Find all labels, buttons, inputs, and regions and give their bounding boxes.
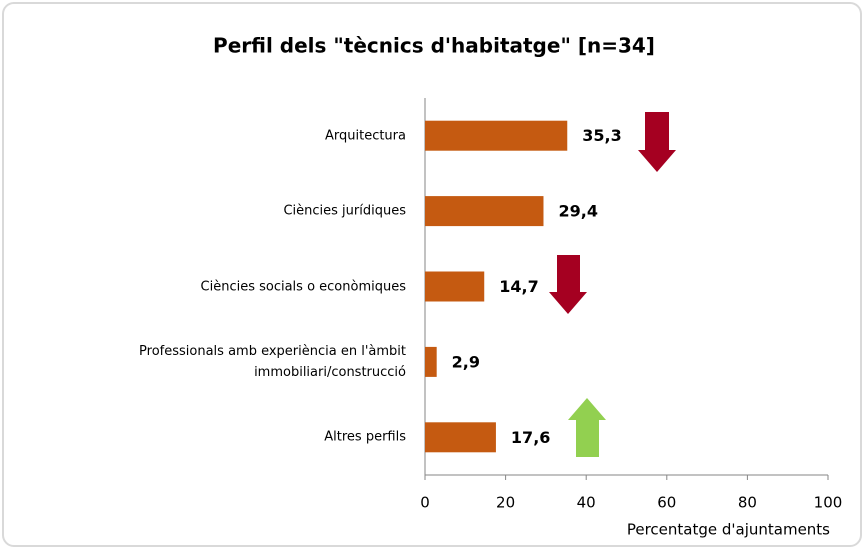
arrow-up (568, 398, 606, 457)
arrow-down (638, 112, 676, 172)
y-tick-label: Ciències jurídiques (283, 203, 406, 219)
y-tick-label: Arquitectura (324, 128, 406, 144)
y-tick-label: Ciències socials o econòmiques (200, 279, 406, 294)
chart-border (2, 2, 862, 547)
data-label: 14,7 (499, 277, 538, 296)
bar (425, 196, 544, 227)
bar (425, 346, 437, 377)
y-tick-label: Professionals amb experiència en l'àmbit… (139, 343, 406, 380)
x-tick-label: 80 (738, 494, 757, 512)
x-tick-label: 100 (814, 494, 843, 512)
x-axis-title: Percentatge d'ajuntaments (627, 521, 830, 539)
bar (425, 120, 568, 151)
arrow-down (549, 255, 587, 314)
bar (425, 271, 485, 302)
data-label: 29,4 (558, 202, 597, 221)
x-tick-label: 20 (496, 494, 515, 512)
y-tick-label: Altres perfils (324, 429, 406, 445)
x-tick-label: 60 (657, 494, 676, 512)
data-label: 17,6 (511, 428, 550, 447)
data-label: 35,3 (582, 126, 621, 145)
chart-title: Perfil dels "tècnics d'habitatge" [n=34] (213, 34, 655, 58)
x-tick-label: 0 (420, 494, 430, 512)
x-tick-label: 40 (577, 494, 596, 512)
bar (425, 422, 496, 453)
data-label: 2,9 (452, 352, 480, 371)
